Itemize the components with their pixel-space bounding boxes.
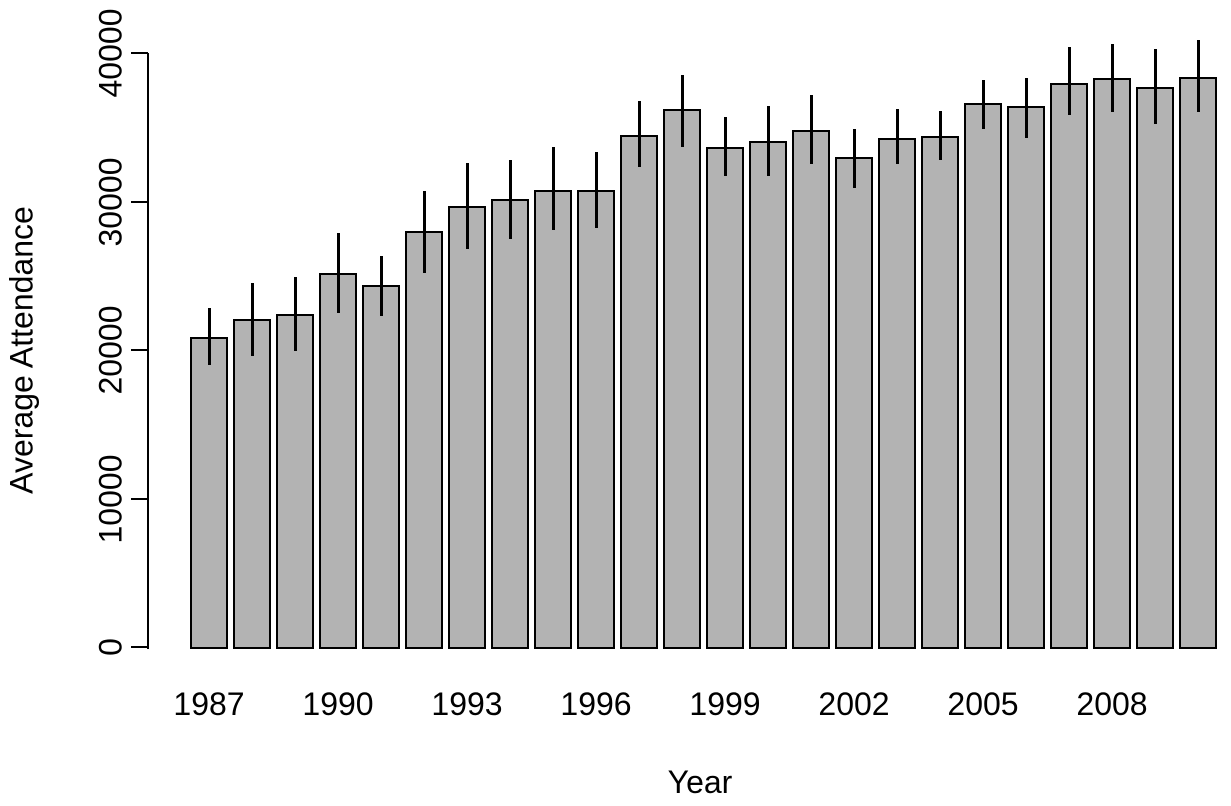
bar-1992 xyxy=(405,231,443,649)
y-axis-title: Average Attendance xyxy=(3,206,40,494)
x-axis-title: Year xyxy=(667,764,733,800)
error-bar-2007 xyxy=(1067,47,1071,116)
bar-2008 xyxy=(1093,78,1131,649)
bar-1987 xyxy=(190,336,228,649)
y-axis-line xyxy=(147,53,149,649)
error-bar-2008 xyxy=(1110,44,1114,113)
bar-2002 xyxy=(835,156,873,649)
y-tick-label-30000: 30000 xyxy=(92,157,129,246)
error-bar-1999 xyxy=(723,116,727,177)
x-tick-label-1993: 1993 xyxy=(431,686,503,722)
error-bar-1987 xyxy=(207,308,211,365)
error-bar-1991 xyxy=(379,256,383,316)
y-tick-40000 xyxy=(131,52,148,54)
error-bar-1990 xyxy=(336,232,340,313)
bar-1999 xyxy=(706,146,744,649)
bar-2007 xyxy=(1050,82,1088,649)
error-bar-2010 xyxy=(1196,39,1200,113)
bar-1988 xyxy=(233,318,271,649)
error-bar-2006 xyxy=(1024,78,1028,138)
y-tick-20000 xyxy=(131,349,148,351)
error-bar-1997 xyxy=(637,100,641,168)
error-bar-1992 xyxy=(422,191,426,273)
error-bar-1994 xyxy=(508,159,512,239)
bar-2004 xyxy=(921,136,959,649)
bar-1997 xyxy=(620,134,658,649)
y-tick-10000 xyxy=(131,497,148,500)
x-tick-label-2005: 2005 xyxy=(947,686,1019,722)
bar-1996 xyxy=(577,189,615,649)
error-bar-1998 xyxy=(680,75,684,147)
y-tick-label-0: 0 xyxy=(92,638,129,656)
bar-2000 xyxy=(749,140,787,649)
x-tick-label-2002: 2002 xyxy=(818,686,890,722)
bar-1994 xyxy=(491,198,529,649)
error-bar-2003 xyxy=(895,109,899,165)
error-bar-2005 xyxy=(981,79,985,129)
y-tick-label-10000: 10000 xyxy=(92,454,129,543)
y-tick-30000 xyxy=(131,200,148,203)
error-bar-1989 xyxy=(293,277,297,352)
bar-1993 xyxy=(448,205,486,649)
bar-1989 xyxy=(276,314,314,649)
error-bar-1988 xyxy=(250,283,254,356)
bar-1991 xyxy=(362,284,400,649)
error-bar-2002 xyxy=(852,128,856,189)
x-tick-label-1990: 1990 xyxy=(302,686,374,722)
x-tick-label-1996: 1996 xyxy=(560,686,632,722)
error-bar-2009 xyxy=(1153,48,1157,125)
bar-2005 xyxy=(964,103,1002,649)
bar-2009 xyxy=(1136,87,1174,649)
bar-2010 xyxy=(1179,76,1217,649)
error-bar-2000 xyxy=(766,106,770,177)
y-tick-0 xyxy=(131,646,148,648)
bar-1995 xyxy=(534,189,572,649)
error-bar-2001 xyxy=(809,94,813,165)
error-bar-1993 xyxy=(465,162,469,249)
bar-2006 xyxy=(1007,106,1045,649)
error-bar-2004 xyxy=(938,110,942,160)
error-bar-1995 xyxy=(551,146,555,230)
error-bar-1996 xyxy=(594,152,598,229)
bar-2003 xyxy=(878,137,916,649)
y-tick-label-40000: 40000 xyxy=(92,8,129,98)
x-tick-label-1999: 1999 xyxy=(689,686,761,722)
y-tick-label-20000: 20000 xyxy=(92,305,129,395)
bar-1990 xyxy=(319,272,357,649)
x-tick-label-1987: 1987 xyxy=(173,686,245,722)
bar-1998 xyxy=(663,109,701,649)
x-tick-label-2008: 2008 xyxy=(1076,686,1148,722)
bar-2001 xyxy=(792,130,830,649)
